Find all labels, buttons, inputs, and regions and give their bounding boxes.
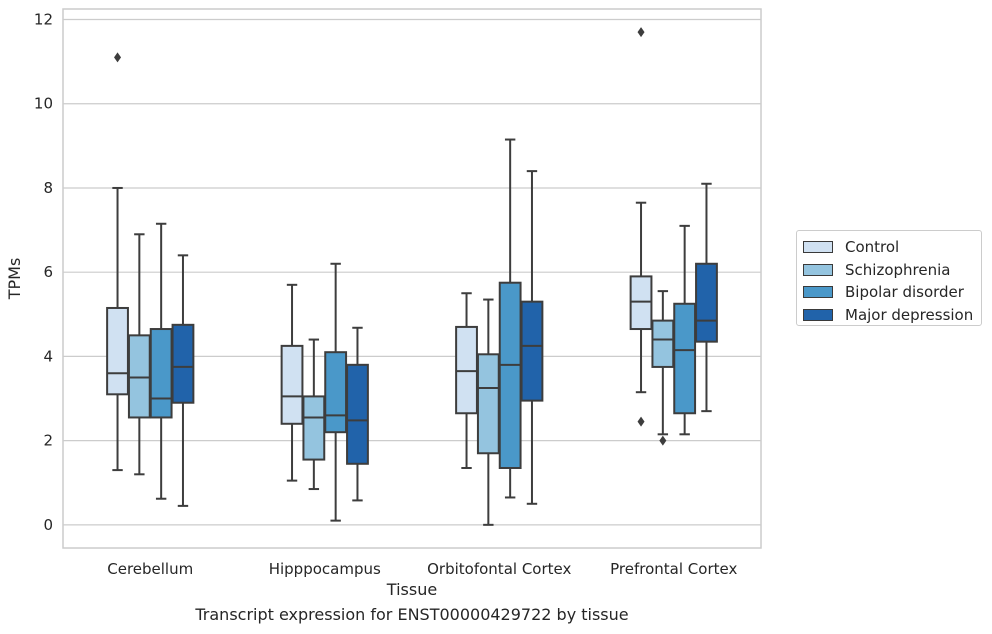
box: [673, 302, 697, 415]
y-tick-label: 10: [34, 95, 53, 113]
box: [498, 281, 522, 469]
y-tick-label: 0: [43, 516, 53, 534]
legend-swatch-control: [803, 241, 833, 254]
box: [476, 353, 500, 455]
box: [127, 334, 151, 419]
y-tick-label: 2: [43, 432, 53, 450]
legend-item-bipolar-disorder: Bipolar disorder: [803, 281, 981, 304]
legend-swatch-major-depression: [803, 308, 833, 321]
y-tick-label: 12: [34, 11, 53, 29]
box: [346, 363, 369, 465]
box: [629, 275, 653, 331]
legend-label-schizophrenia: Schizophrenia: [845, 260, 951, 279]
box: [149, 328, 173, 419]
box: [324, 351, 348, 434]
box: [455, 325, 478, 415]
outlier-point: [637, 27, 645, 38]
box: [106, 306, 129, 396]
x-axis-label: Tissue: [386, 580, 437, 599]
legend-item-schizophrenia: Schizophrenia: [803, 259, 981, 282]
legend-label-major-depression: Major depression: [845, 305, 974, 324]
y-axis-label: TPMs: [5, 258, 24, 301]
plot-frame: [62, 8, 762, 549]
legend-label-bipolar-disorder: Bipolar disorder: [845, 283, 964, 302]
x-tick-label: Orbitofontal Cortex: [427, 560, 571, 578]
box: [651, 319, 675, 368]
box: [695, 262, 718, 343]
box: [280, 344, 304, 425]
y-tick-label: 8: [43, 179, 53, 197]
legend-swatch-schizophrenia: [803, 263, 833, 276]
legend-item-major-depression: Major depression: [803, 304, 981, 327]
outlier-point: [637, 416, 645, 427]
outlier-point: [114, 52, 122, 63]
box: [171, 323, 195, 404]
x-tick-label: Prefrontal Cortex: [610, 560, 737, 578]
legend-swatch-bipolar-disorder: [803, 286, 833, 299]
chart-legend: Control Schizophrenia Bipolar disorder M…: [796, 230, 982, 326]
x-tick-label: Cerebellum: [107, 560, 193, 578]
y-tick-label: 4: [43, 347, 53, 365]
x-tick-label: Hipppocampus: [269, 560, 381, 578]
legend-item-control: Control: [803, 236, 981, 259]
figure-caption: Transcript expression for ENST0000042972…: [195, 605, 629, 624]
box: [520, 300, 544, 402]
outlier-point: [659, 435, 667, 446]
legend-label-control: Control: [845, 238, 900, 257]
y-tick-label: 6: [43, 263, 53, 281]
box: [302, 395, 326, 461]
